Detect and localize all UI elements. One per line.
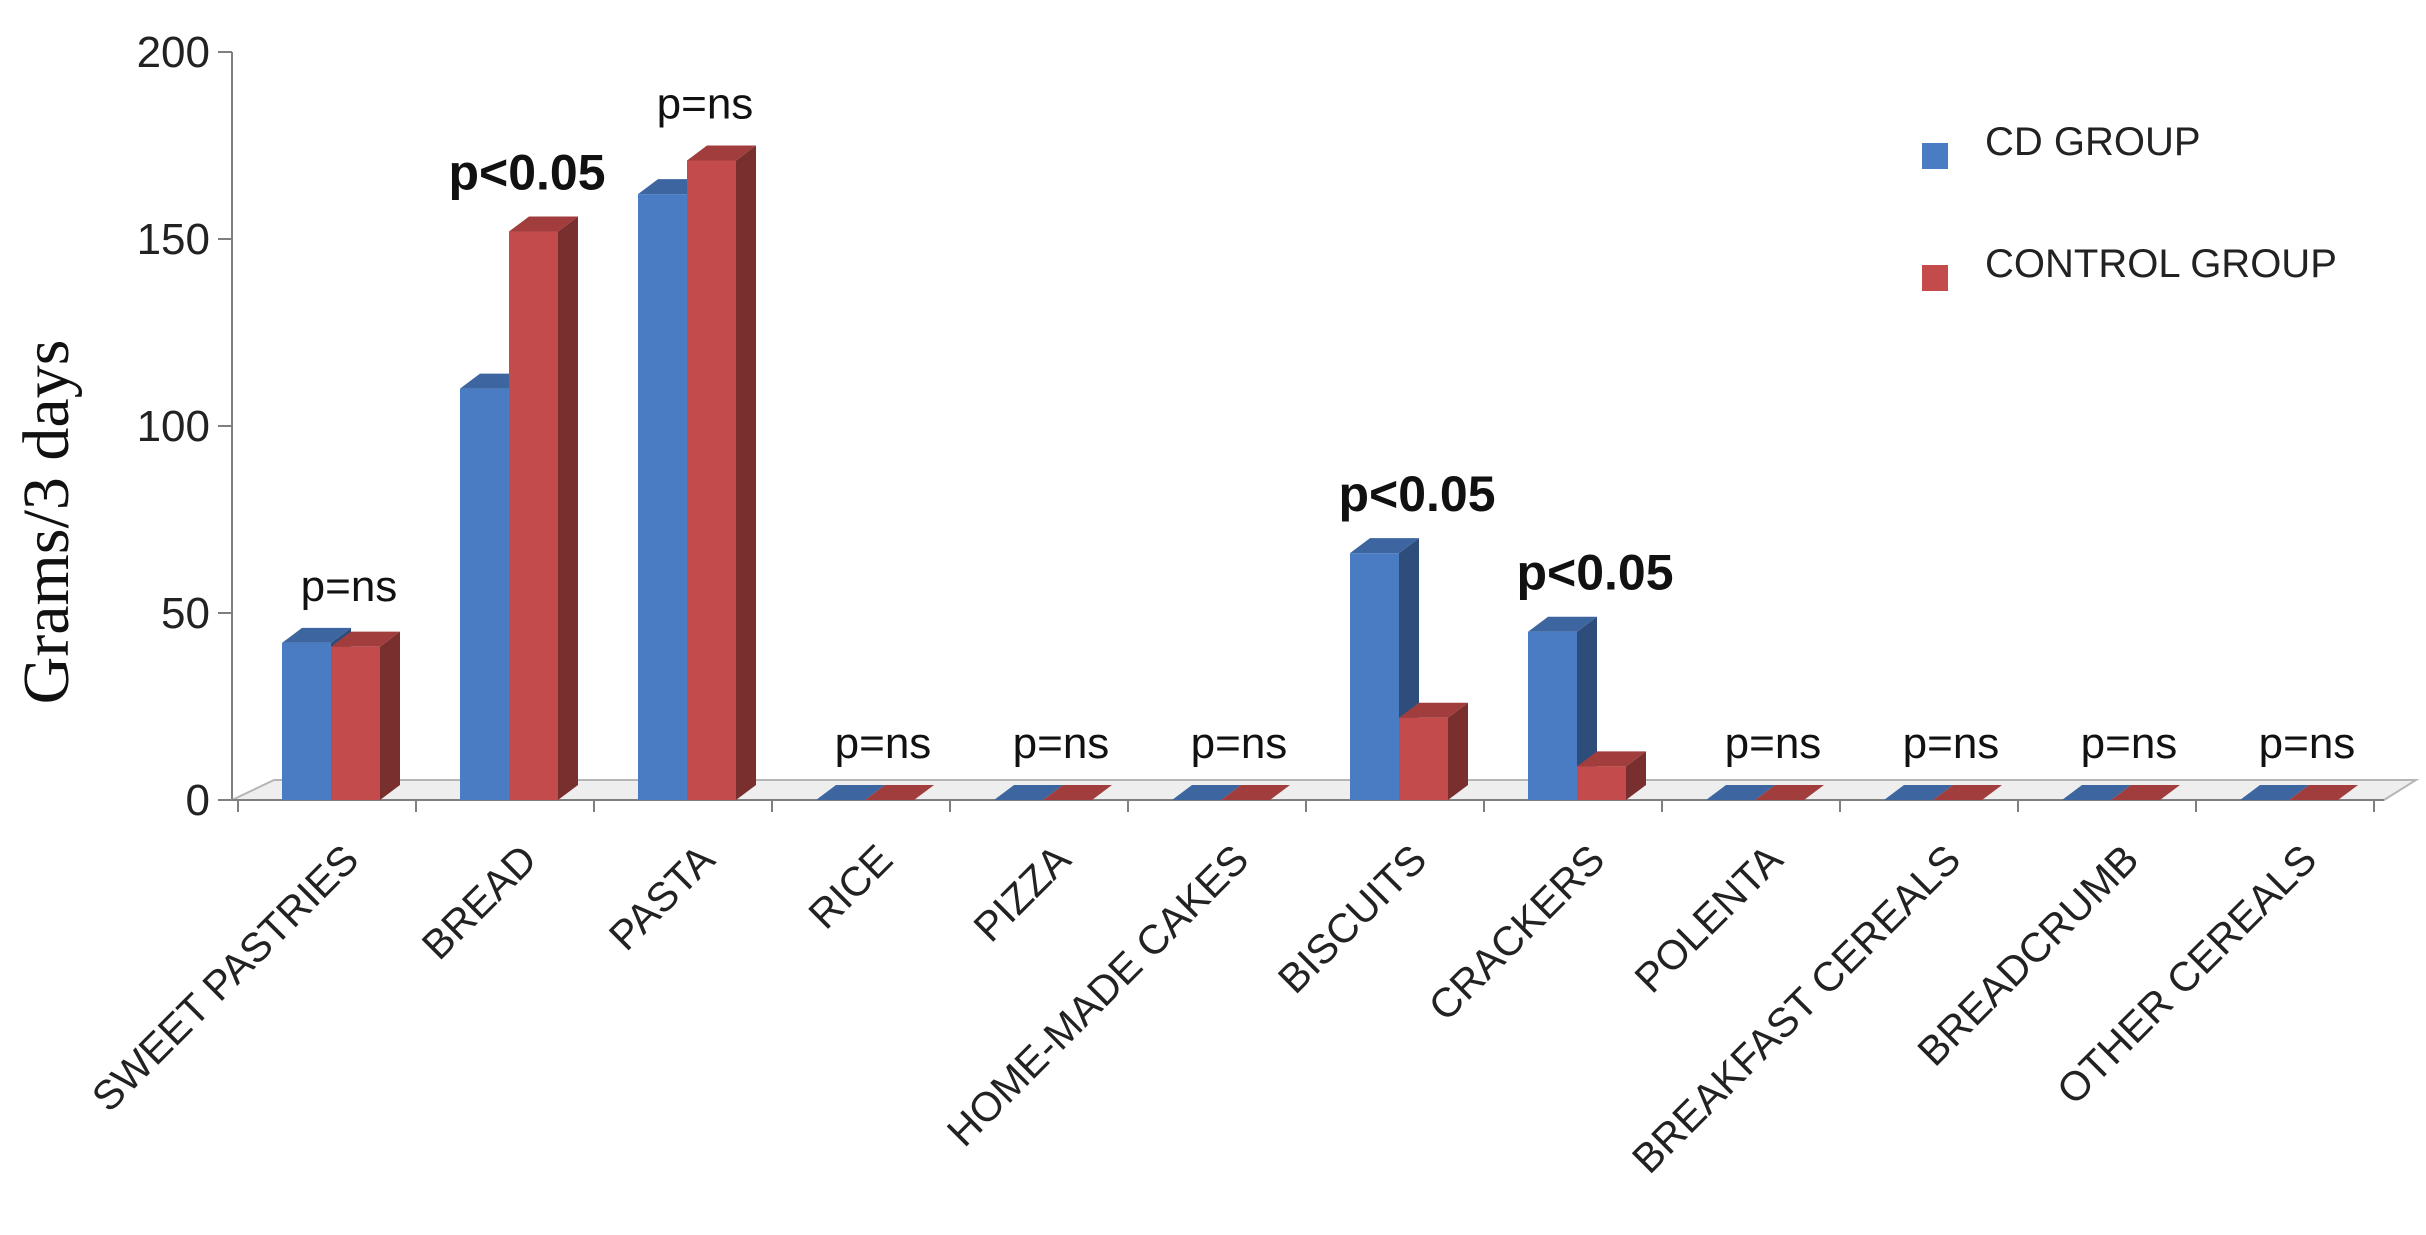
bar-cd-crackers [1528,616,1597,800]
bar-top [2240,785,2309,800]
y-axis-title: Grams/3 days [10,340,83,705]
x-category-label: RICE [800,836,902,938]
bar-top [1350,538,1419,554]
bar-top [1528,616,1597,632]
legend-label-cd: CD GROUP [1985,120,2201,164]
bar-front [687,160,736,800]
p-value-annotation: p<0.05 [448,145,605,201]
bar-control-bread [509,216,578,800]
x-labels: SWEET PASTRIES BREAD PASTA RICE PIZZAHOME-MA… [83,835,2325,1182]
axes: 0 50 100 150 200 [137,28,2420,825]
bar-control-pizza [1043,785,1112,801]
bar-top [1172,785,1241,800]
bar-control-breadcrumb [2111,785,2180,801]
p-value-annotation: p=ns [1725,719,1822,768]
x-category-label: CRACKERS [1420,836,1614,1030]
bar-side [380,631,400,800]
bar-control-sweet-pastries [331,631,400,800]
bar-control-crackers [1577,751,1646,800]
x-category-label: BREAKFAST CEREALS [1623,836,1969,1182]
y-tick-label-200: 200 [137,28,210,77]
p-value-annotation: p=ns [835,719,932,768]
x-category-label: POLENTA [1626,835,1792,1001]
bar-front [638,194,687,800]
bar-front [282,642,331,800]
bar-top [1043,785,1112,800]
x-category-label: SWEET PASTRIES [83,836,367,1120]
legend-swatch-control [1922,265,1948,291]
bar-cd-other-cereals [2240,785,2309,801]
bar-front [509,231,558,800]
bar-front [1399,717,1448,800]
p-value-annotation: p=ns [657,79,754,128]
bar-front [331,646,380,800]
bar-front [460,388,509,800]
p-value-annotation: p<0.05 [1338,466,1495,522]
bar-top [1755,785,1824,800]
bar-side [558,216,578,800]
bar-control-other-cereals [2289,785,2358,801]
bar-top [1577,751,1646,767]
bar-top [2111,785,2180,800]
x-category-label: BREAD [413,836,545,968]
bar-top [1884,785,1953,800]
bars [282,145,2358,801]
p-value-annotation: p<0.05 [1516,545,1673,601]
bar-cd-rice [816,785,885,801]
legend-swatch-cd [1922,143,1948,169]
bar-top [2062,785,2131,800]
bar-cd-home-made-cakes [1172,785,1241,801]
bar-top [1399,702,1468,718]
bar-cd-breadcrumb [2062,785,2131,801]
bar-top [687,145,756,161]
y-tick-label-50: 50 [161,589,210,638]
x-category-label: BISCUITS [1269,836,1435,1002]
bar-top [331,631,400,647]
bar-control-pasta [687,145,756,800]
bar-cd-pizza [994,785,1063,801]
annotations: p=ns p<0.05 p=ns p=ns p=ns p=ns p<0.05 p<0.05 p=… [301,79,2356,768]
y-tick-label-100: 100 [137,402,210,451]
bar-control-home-made-cakes [1221,785,1290,801]
bar-top [816,785,885,800]
bar-top [2289,785,2358,800]
bar-top [865,785,934,800]
legend-label-control: CONTROL GROUP [1985,242,2337,286]
y-tick-label-0: 0 [186,776,210,825]
bar-front [1577,766,1626,800]
bar-top [1706,785,1775,800]
bar-side [1448,702,1468,800]
p-value-annotation: p=ns [1013,719,1110,768]
bar-control-breakfast-cereals [1933,785,2002,801]
bar-front [1350,553,1399,800]
bar-side [1626,751,1646,800]
x-category-label: HOME-MADE CAKES [938,836,1257,1155]
bar-control-biscuits [1399,702,1468,800]
y-tick-label-150: 150 [137,215,210,264]
p-value-annotation: p=ns [2081,719,2178,768]
bar-cd-breakfast-cereals [1884,785,1953,801]
p-value-annotation: p=ns [301,562,398,611]
p-value-annotation: p=ns [2259,719,2356,768]
bar-top [1221,785,1290,800]
bar-front [1528,631,1577,800]
bar-top [509,216,578,232]
bar-cd-polenta [1706,785,1775,801]
x-category-label: PIZZA [965,835,1080,950]
bar-top [282,627,351,643]
p-value-annotation: p=ns [1191,719,1288,768]
bar-side [1577,616,1597,800]
legend: CD GROUP CONTROL GROUP [1922,120,2337,291]
bar-top [994,785,1063,800]
bar-control-polenta [1755,785,1824,801]
p-value-annotation: p=ns [1903,719,2000,768]
bar-side [736,145,756,800]
bar-control-rice [865,785,934,801]
bar-top [1933,785,2002,800]
x-category-label: PASTA [600,835,724,959]
